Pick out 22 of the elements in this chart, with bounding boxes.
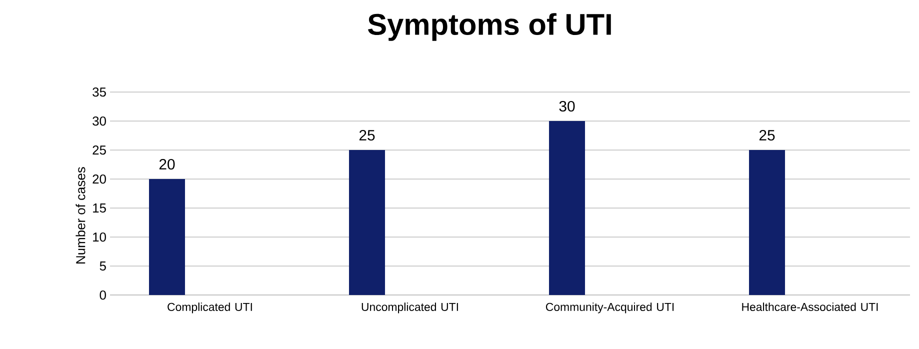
bar — [749, 150, 786, 296]
x-tick-label: Community-Acquired UTI — [546, 302, 674, 314]
y-tick-label: 0 — [100, 290, 106, 300]
x-tick-label: Complicated UTI — [168, 302, 252, 314]
bar — [549, 121, 586, 296]
data-label: 30 — [559, 100, 575, 112]
bar — [149, 179, 186, 296]
y-tick-label: 35 — [92, 87, 106, 97]
y-tick-label: 10 — [93, 232, 106, 242]
data-label: 25 — [359, 130, 375, 141]
y-tick-label: 25 — [92, 145, 106, 155]
x-tick-label: Healthcare-Associated UTI — [742, 302, 878, 311]
y-tick-label: 30 — [92, 116, 106, 126]
data-label: 25 — [759, 130, 775, 141]
y-tick-label: 5 — [100, 262, 106, 271]
y-axis-title: Number of cases — [76, 167, 86, 264]
bar — [349, 150, 386, 296]
chart-title: Symptoms of UTI — [368, 13, 611, 41]
data-label: 20 — [159, 158, 175, 170]
x-tick-label: Uncomplicated UTI — [362, 302, 458, 314]
y-tick-label: 15 — [93, 204, 106, 213]
y-tick-label: 20 — [92, 174, 106, 184]
